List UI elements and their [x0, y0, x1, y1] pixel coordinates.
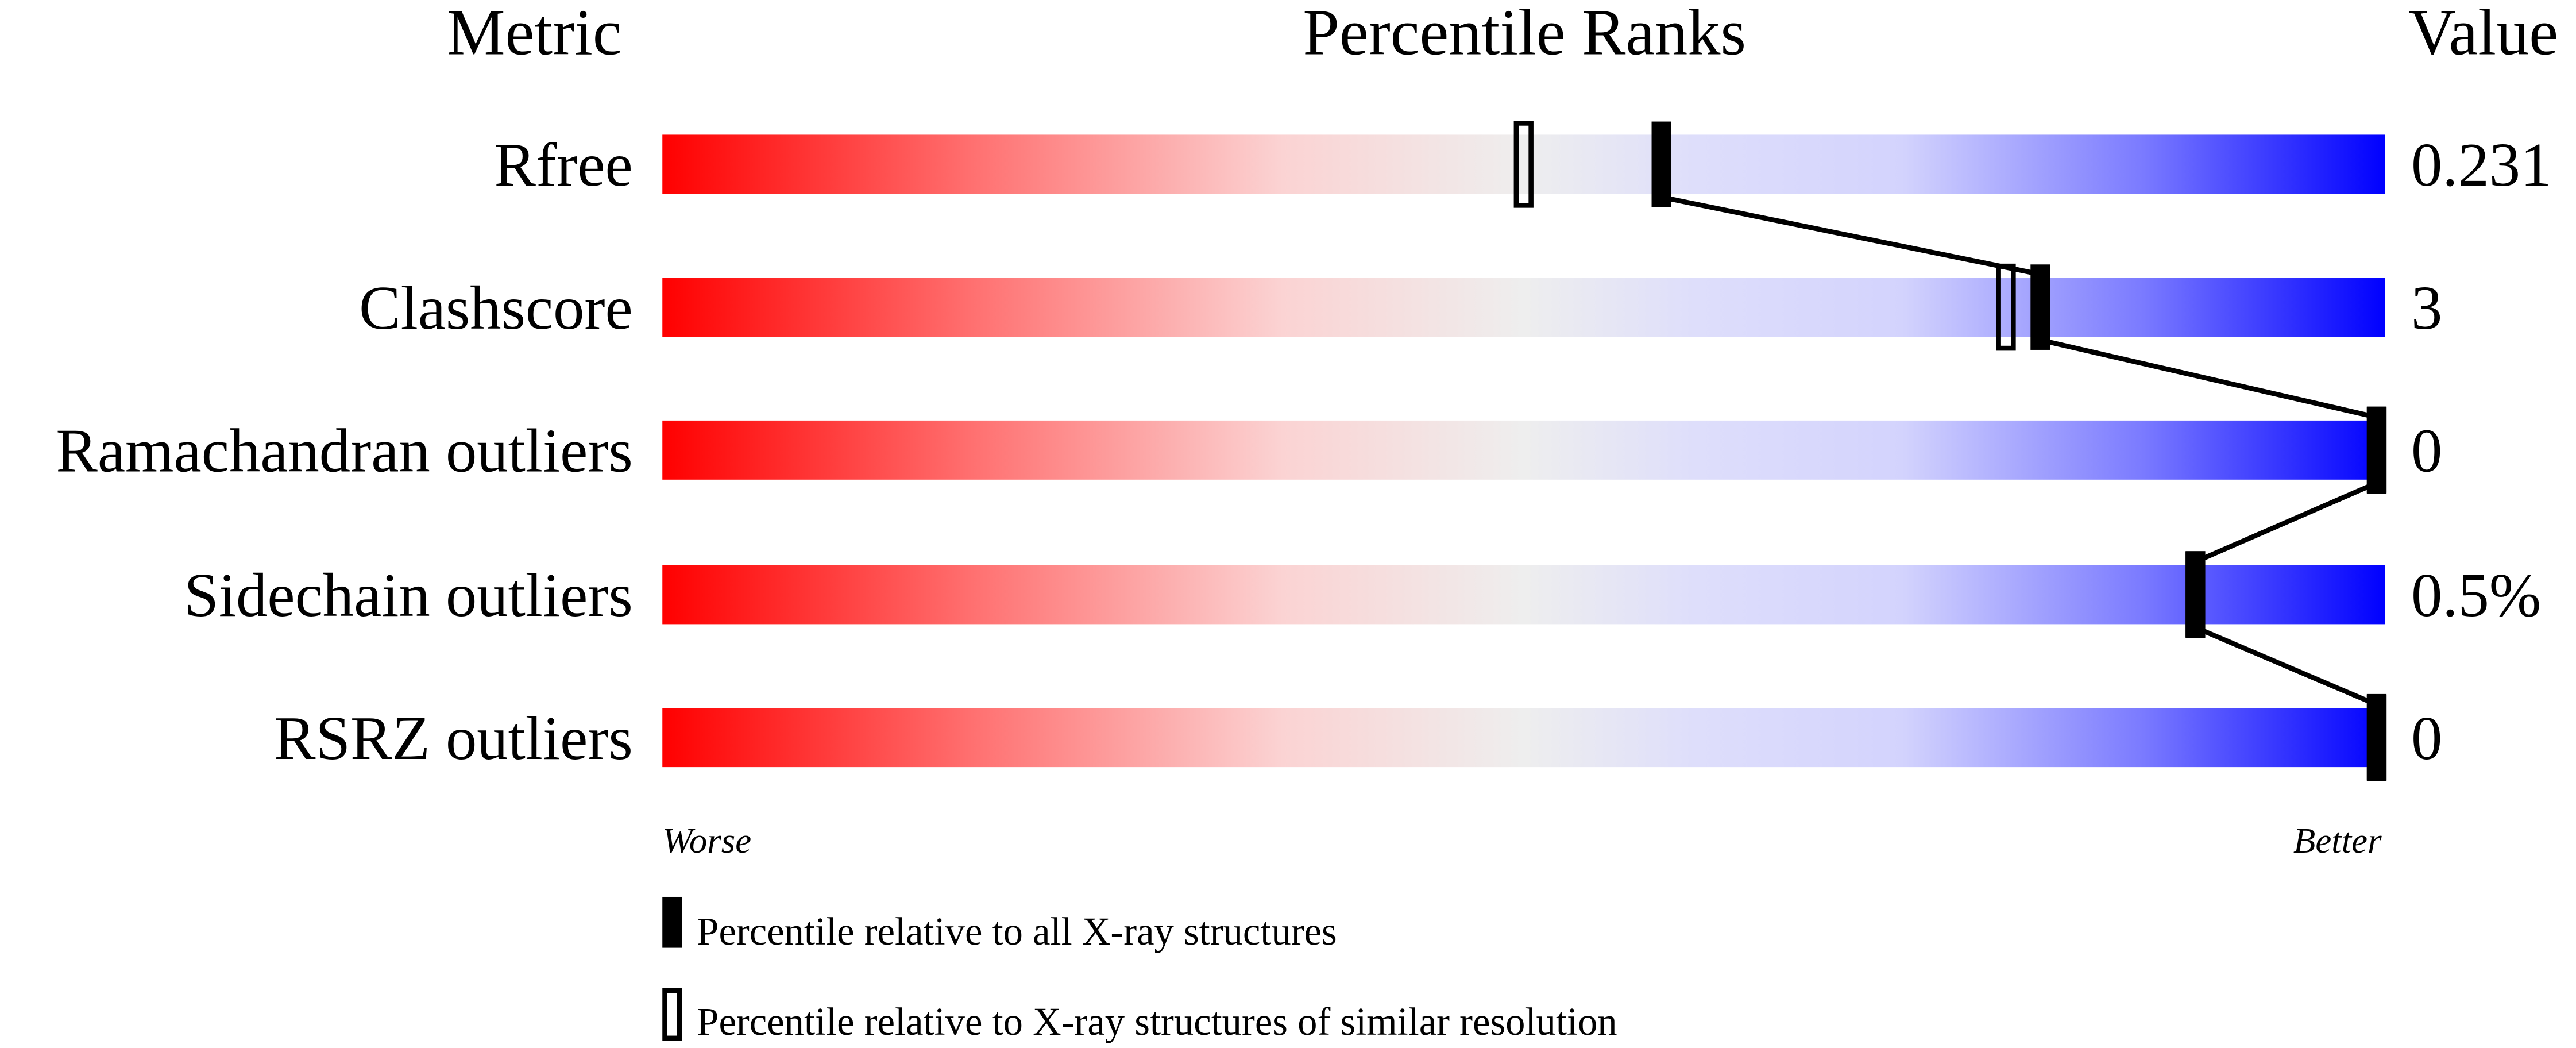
metric-label: Rfree	[495, 130, 633, 199]
metric-value: 0	[2411, 704, 2442, 773]
header-metric: Metric	[447, 0, 622, 68]
legend-marker-similar	[662, 988, 682, 1041]
marker-all-structures	[2030, 264, 2050, 350]
metric-value: 0.231	[2411, 130, 2551, 199]
metric-value: 3	[2411, 273, 2442, 342]
legend-marker-all	[662, 896, 682, 948]
percentile-bar	[662, 134, 2385, 194]
metric-label: Sidechain outliers	[184, 561, 632, 630]
metric-value: 0.5%	[2411, 561, 2541, 630]
marker-all-structures	[2185, 552, 2206, 638]
marker-similar-resolution	[1513, 121, 1534, 208]
percentile-bar	[662, 565, 2385, 625]
connector-line	[2040, 337, 2377, 420]
percentile-bar	[662, 420, 2385, 480]
marker-all-structures	[2366, 407, 2387, 493]
metric-row: Clashscore 3	[359, 263, 2442, 351]
header-percentile-ranks: Percentile Ranks	[1303, 0, 1746, 68]
metric-label: RSRZ outliers	[274, 704, 633, 773]
legend-label-all: Percentile relative to all X-ray structu…	[697, 910, 1337, 953]
connector-line	[2194, 625, 2378, 707]
connector-line	[2194, 480, 2378, 564]
percentile-bar	[662, 708, 2385, 768]
metric-row: RSRZ outliers 0	[274, 693, 2442, 781]
metric-label: Ramachandran outliers	[56, 417, 632, 486]
marker-all-structures	[1651, 121, 1671, 207]
connector-line	[1660, 194, 2041, 277]
axis-label-better: Better	[2293, 820, 2382, 861]
header-value: Value	[2409, 0, 2558, 68]
legend-label-similar: Percentile relative to X-ray structures …	[697, 1000, 1617, 1043]
percentile-bar	[662, 278, 2385, 337]
metric-row: Sidechain outliers 0.5%	[184, 551, 2541, 638]
marker-all-structures	[2366, 695, 2387, 780]
metric-row: Rfree 0.231	[495, 121, 2551, 208]
metric-label: Clashscore	[359, 273, 633, 342]
axis-label-worse: Worse	[662, 820, 751, 861]
metric-value: 0	[2411, 417, 2442, 486]
metric-row: Ramachandran outliers 0	[56, 406, 2442, 494]
